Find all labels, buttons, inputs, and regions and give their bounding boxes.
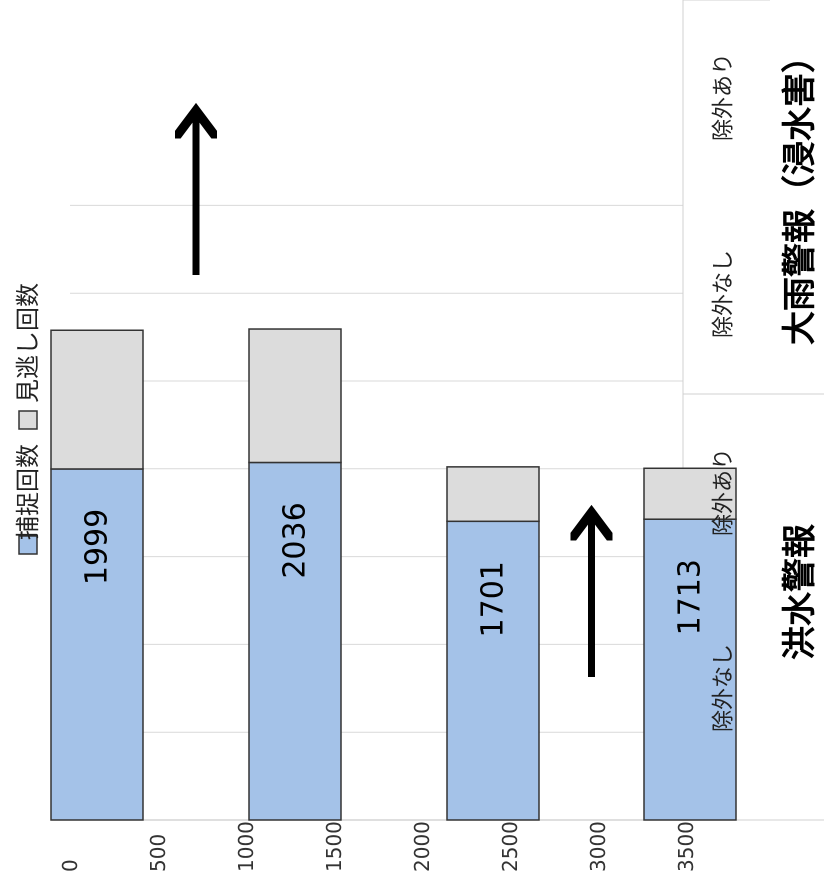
- group-label-0: 洪水警報: [780, 524, 820, 660]
- group-label-1: 大雨警報（浸水害）: [780, 39, 820, 345]
- category-label-3: 除外あり: [712, 53, 737, 141]
- tick-label-1500: 1500: [322, 821, 346, 872]
- legend-swatch-captured: [18, 535, 38, 555]
- bar-captured-1: [446, 520, 540, 821]
- tick-label-2500: 2500: [498, 821, 522, 872]
- legend-label-missed: 見逃し回数: [14, 283, 42, 403]
- bar-missed-2: [248, 328, 342, 464]
- category-label-2: 除外なし: [712, 250, 737, 338]
- category-label-0: 除外なし: [712, 644, 737, 732]
- legend-swatch-missed: [18, 410, 38, 430]
- tick-label-500: 500: [146, 834, 170, 872]
- tick-label-3500: 3500: [674, 821, 698, 872]
- bar-missed-1: [446, 466, 540, 523]
- data-label-0: 1713: [673, 559, 708, 635]
- tick-label-0: 0: [58, 859, 82, 872]
- data-label-1: 1701: [476, 561, 511, 637]
- bar-captured-3: [50, 468, 144, 821]
- arrows: [196, 116, 592, 677]
- tick-label-1000: 1000: [234, 821, 258, 872]
- bar-captured-2: [248, 461, 342, 821]
- labels: 0 500 1000 1500 2000 2500 3000 3500 1713 1701 2036…: [58, 39, 820, 872]
- data-label-2: 2036: [278, 502, 313, 578]
- bar-missed-3: [50, 329, 144, 470]
- category-label-1: 除外あり: [712, 448, 737, 536]
- bars: [50, 328, 737, 821]
- grid-lines: [70, 204, 683, 733]
- data-label-3: 1999: [80, 509, 115, 585]
- tick-label-3000: 3000: [586, 821, 610, 872]
- tick-label-2000: 2000: [410, 821, 434, 872]
- legend-label-captured: 捕捉回数: [14, 444, 42, 540]
- bar-captured-0: [643, 518, 737, 821]
- bar-missed-0: [643, 467, 737, 520]
